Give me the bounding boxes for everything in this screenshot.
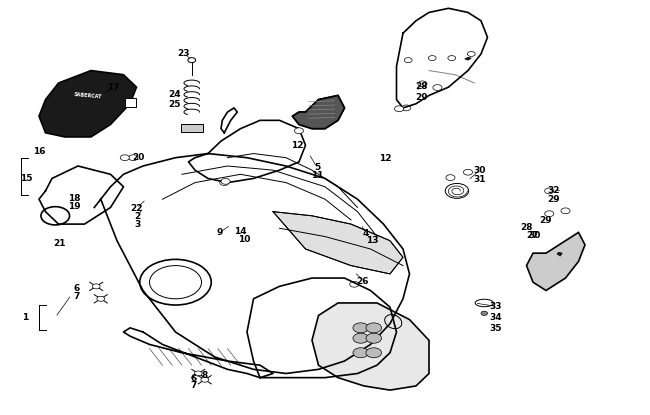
- Text: 2: 2: [135, 212, 141, 221]
- Text: 32: 32: [547, 186, 560, 195]
- Text: 1: 1: [21, 313, 28, 322]
- Text: 3: 3: [135, 220, 141, 229]
- Text: 25: 25: [168, 100, 181, 109]
- Text: 29: 29: [415, 93, 428, 102]
- Text: 16: 16: [32, 147, 46, 156]
- Circle shape: [353, 333, 369, 343]
- Circle shape: [418, 81, 427, 87]
- Text: 29: 29: [540, 216, 552, 225]
- Text: 11: 11: [311, 171, 324, 181]
- Polygon shape: [292, 95, 344, 129]
- Text: SABERCAT: SABERCAT: [73, 92, 102, 99]
- Text: 18: 18: [68, 194, 81, 203]
- Polygon shape: [526, 232, 585, 290]
- Circle shape: [481, 311, 488, 315]
- Circle shape: [463, 169, 473, 175]
- Text: 19: 19: [68, 202, 81, 211]
- Text: 31: 31: [473, 175, 486, 184]
- Text: 7: 7: [73, 292, 80, 301]
- Polygon shape: [465, 57, 471, 60]
- Text: 4: 4: [363, 229, 369, 238]
- FancyBboxPatch shape: [125, 98, 136, 107]
- Circle shape: [366, 348, 382, 358]
- Circle shape: [366, 333, 382, 343]
- Text: 35: 35: [489, 324, 502, 333]
- Text: 10: 10: [237, 235, 250, 244]
- Circle shape: [366, 323, 382, 333]
- Text: 24: 24: [168, 90, 181, 99]
- Text: 7: 7: [190, 381, 197, 391]
- Text: 20: 20: [132, 153, 145, 162]
- Text: 15: 15: [20, 174, 32, 183]
- Circle shape: [561, 208, 570, 214]
- Text: 21: 21: [53, 239, 66, 248]
- Circle shape: [294, 128, 304, 134]
- Text: 6: 6: [190, 374, 197, 383]
- Polygon shape: [39, 71, 136, 137]
- Circle shape: [97, 296, 105, 301]
- Text: 12: 12: [379, 154, 392, 163]
- Polygon shape: [312, 303, 429, 390]
- Text: 28: 28: [415, 82, 428, 91]
- Circle shape: [194, 371, 202, 376]
- Text: 23: 23: [177, 49, 190, 58]
- Circle shape: [353, 323, 369, 333]
- Text: 5: 5: [314, 163, 320, 172]
- Text: 12: 12: [291, 141, 304, 150]
- Circle shape: [120, 155, 129, 161]
- Circle shape: [446, 175, 455, 181]
- Text: 17: 17: [107, 83, 120, 92]
- Text: 6: 6: [73, 284, 80, 293]
- Text: 22: 22: [130, 204, 143, 213]
- Text: 8: 8: [202, 371, 208, 380]
- Circle shape: [201, 377, 209, 382]
- Text: 33: 33: [489, 302, 502, 311]
- Polygon shape: [557, 252, 562, 256]
- Circle shape: [395, 106, 404, 112]
- Text: 29: 29: [547, 195, 560, 204]
- Circle shape: [545, 211, 554, 217]
- Text: 28: 28: [520, 223, 533, 232]
- Text: 30: 30: [473, 166, 486, 175]
- Text: 9: 9: [216, 228, 223, 237]
- Polygon shape: [273, 212, 403, 274]
- Text: 34: 34: [489, 313, 502, 322]
- Text: 30: 30: [528, 231, 541, 240]
- Text: 26: 26: [356, 277, 369, 286]
- Circle shape: [353, 348, 369, 358]
- Circle shape: [92, 284, 100, 289]
- Text: 27: 27: [526, 231, 539, 240]
- Circle shape: [545, 188, 554, 194]
- Text: 14: 14: [234, 227, 247, 236]
- Circle shape: [433, 85, 442, 90]
- Text: 13: 13: [365, 236, 378, 245]
- Circle shape: [221, 178, 230, 184]
- FancyBboxPatch shape: [181, 124, 203, 132]
